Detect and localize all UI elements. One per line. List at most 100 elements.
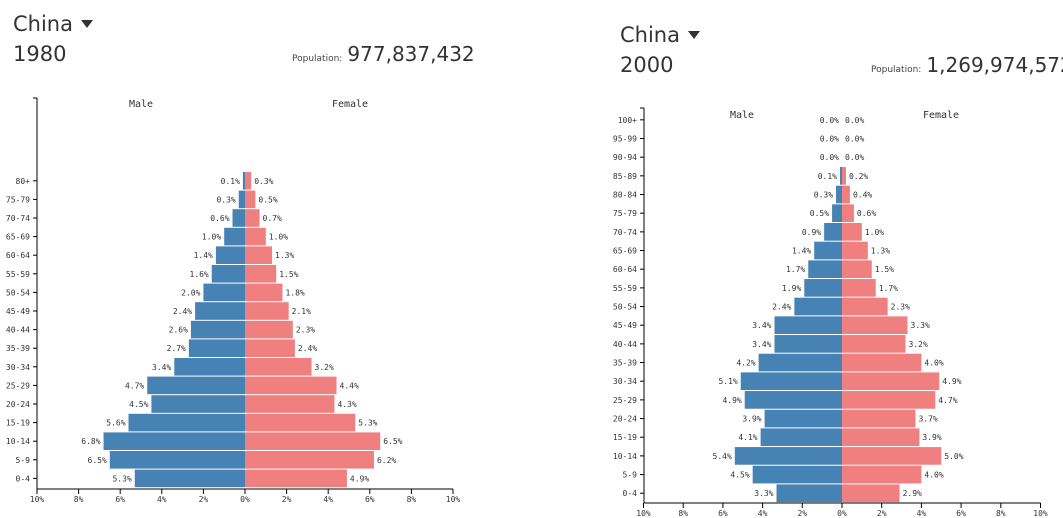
male-bar [188,339,245,357]
country-name: China [13,12,73,36]
x-tick-label: 2% [797,509,807,518]
female-bar [842,223,862,241]
female-value-label: 0.3% [254,177,273,186]
female-bar [245,209,260,227]
female-bar [245,432,381,450]
x-tick-label: 8% [996,509,1006,518]
male-value-label: 2.6% [169,326,188,335]
male-bar [774,335,842,353]
female-value-label: 4.7% [938,396,957,405]
male-value-label: 3.4% [752,321,771,330]
age-group-label: 40-44 [6,326,30,335]
male-bar [774,316,842,335]
female-bar [245,376,337,395]
female-value-label: 1.0% [865,228,884,237]
male-bar [147,376,245,395]
age-group-label: 65-69 [613,247,637,256]
male-bar [814,241,842,260]
male-value-label: 2.4% [772,303,791,312]
male-value-label: 0.6% [210,214,229,223]
female-bar [245,246,273,264]
country-selector[interactable]: China [620,23,700,47]
age-group-label: 75-79 [613,209,637,218]
female-value-label: 2.4% [298,344,317,353]
male-bar [174,358,245,376]
female-value-label: 3.7% [918,415,937,424]
x-tick-label: 4% [323,495,333,504]
female-value-label: 4.3% [337,400,356,409]
male-bar [242,172,245,190]
country-selector[interactable]: China [13,12,93,36]
female-value-label: 1.7% [879,284,898,293]
female-value-label: 0.0% [845,153,864,162]
age-group-label: 50-54 [613,303,637,312]
male-value-label: 0.3% [814,191,833,200]
male-value-label: 0.3% [216,195,235,204]
x-tick-label: 4% [917,509,927,518]
female-bar [842,167,846,185]
male-bar [109,451,245,469]
age-group-label: 5-9 [623,471,638,480]
female-bar [842,260,872,279]
male-value-label: 6.8% [81,437,100,446]
x-tick-label: 0% [837,509,847,518]
female-bar [245,190,256,209]
age-group-label: 70-74 [6,214,30,223]
male-value-label: 0.1% [818,172,837,181]
male-value-label: 0.0% [820,153,839,162]
age-group-label: 60-64 [613,265,637,274]
dropdown-caret-icon[interactable] [81,20,93,28]
male-bar [740,372,842,391]
population-label: Population: [871,65,922,75]
age-group-label: 5-9 [16,456,31,465]
x-tick-label: 8% [74,495,84,504]
male-value-label: 4.2% [736,359,755,368]
x-tick-label: 10% [636,509,651,518]
female-bar [842,372,940,391]
male-bar [734,447,842,465]
female-bar [842,447,942,465]
age-group-label: 100+ [618,116,637,125]
female-value-label: 2.3% [296,326,315,335]
male-bar [794,297,842,316]
female-value-label: 6.5% [383,437,402,446]
female-bar [842,428,920,447]
female-bar [842,391,936,409]
female-value-label: 0.2% [849,172,868,181]
male-bar [824,223,842,241]
female-bar [842,241,868,260]
country-name: China [620,23,680,47]
female-value-label: 4.9% [350,474,369,483]
age-group-label: 60-64 [6,251,30,260]
female-value-label: 3.2% [315,363,334,372]
female-bar [842,465,922,484]
female-header: Female [923,110,959,121]
x-tick-label: 6% [718,509,728,518]
female-bar [842,316,908,335]
male-bar [758,353,842,372]
male-value-label: 0.0% [820,135,839,144]
age-group-label: 25-29 [613,396,637,405]
male-bar [238,190,245,209]
female-value-label: 0.6% [857,209,876,218]
female-value-label: 0.5% [258,195,277,204]
male-bar [103,432,245,450]
male-bar [832,204,842,223]
female-value-label: 4.0% [924,359,943,368]
female-bar [245,265,277,283]
dropdown-caret-icon[interactable] [688,31,700,39]
male-value-label: 5.6% [106,419,125,428]
female-header: Female [332,99,368,110]
x-tick-label: 2% [199,495,209,504]
male-header: Male [129,99,153,110]
age-group-label: 75-79 [6,195,30,204]
female-bar [245,172,252,190]
male-header: Male [730,110,754,121]
x-tick-label: 6% [365,495,375,504]
male-bar [764,409,842,428]
year-label: 1980 [13,42,67,66]
age-group-label: 15-19 [6,419,30,428]
female-value-label: 3.2% [909,340,928,349]
male-value-label: 0.9% [802,228,821,237]
